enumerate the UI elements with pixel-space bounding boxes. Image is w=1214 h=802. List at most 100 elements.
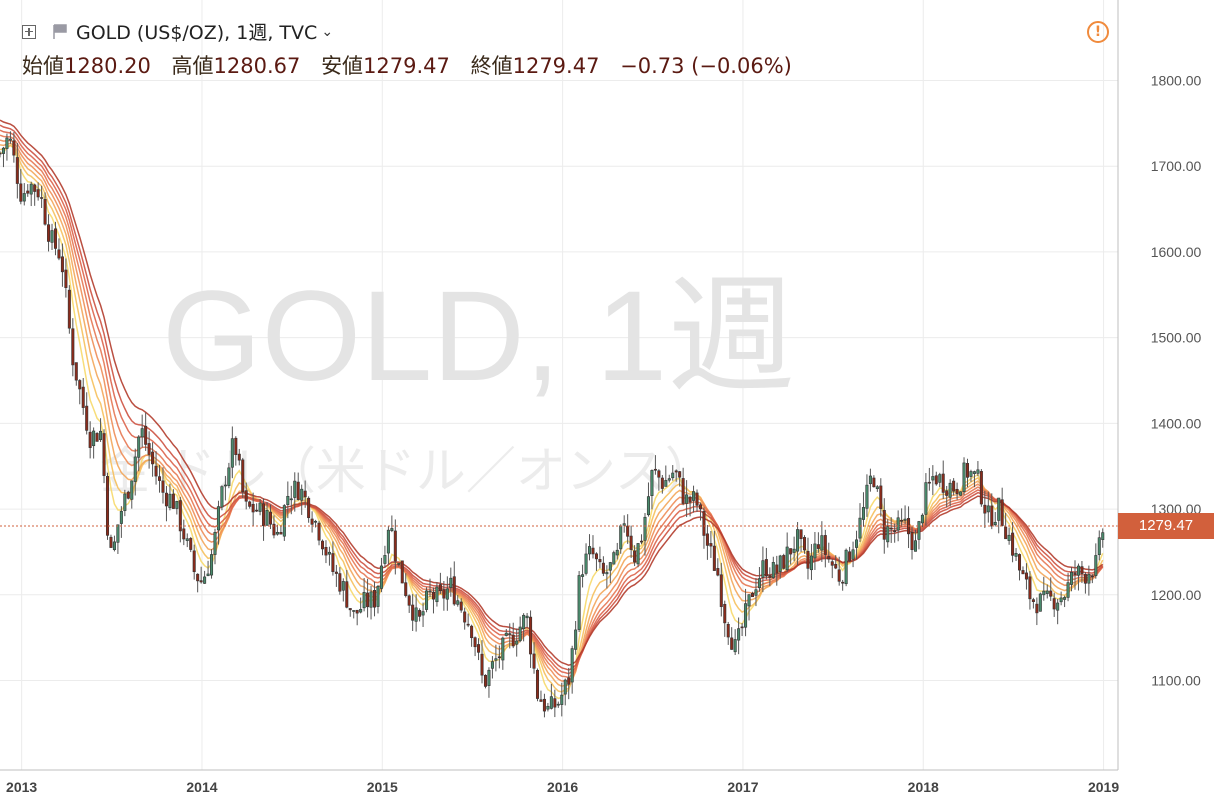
candle-body (698, 504, 702, 510)
candle-body (827, 556, 831, 560)
chevron-down-icon[interactable]: ⌄ (321, 23, 334, 40)
candle-body (497, 656, 501, 659)
candle-body (775, 564, 779, 574)
candle-body (716, 568, 720, 576)
expand-icon[interactable] (22, 24, 36, 39)
candle-body (1042, 590, 1046, 596)
candle-body (1, 147, 5, 154)
candle-body (546, 705, 550, 710)
x-tick-label: 2018 (908, 779, 939, 795)
candle-body (938, 474, 942, 483)
candle-body (210, 554, 214, 576)
candle-body (952, 480, 956, 492)
candle-body (459, 601, 463, 611)
candle-body (473, 637, 477, 648)
candle-body (619, 525, 623, 550)
candle-body (861, 507, 865, 520)
candle-body (386, 529, 390, 554)
moving-average-ribbon (0, 119, 1104, 700)
candle-body (338, 573, 342, 592)
candle-body (248, 501, 252, 507)
candle-body (449, 577, 453, 588)
candle-body (1101, 532, 1105, 540)
candle-body (178, 500, 182, 532)
y-tick-label: 1700.00 (1151, 158, 1202, 174)
candle-body (67, 289, 71, 329)
candle-body (556, 703, 560, 706)
last-price-tag: 1279.47 (1118, 513, 1214, 539)
candle-body (119, 511, 123, 524)
candle-body (314, 520, 318, 523)
candle-body (740, 626, 744, 629)
candle-body (615, 549, 619, 556)
candle-body (567, 677, 571, 685)
candle-body (445, 588, 449, 600)
candle-body (768, 575, 772, 578)
candle-body (95, 433, 99, 442)
candle-body (750, 593, 755, 598)
x-tick-label: 2019 (1088, 779, 1119, 795)
candle-body (327, 551, 331, 555)
candle-body (265, 510, 269, 526)
x-tick-label: 2015 (367, 779, 398, 795)
candle-body (681, 478, 685, 504)
candle-body (206, 573, 210, 577)
candle-body (535, 669, 540, 699)
alert-icon[interactable]: ! (1087, 21, 1109, 43)
candle-body (657, 470, 661, 478)
candle-body (425, 590, 429, 610)
candle-body (175, 501, 179, 509)
high-value: 1280.67 (213, 54, 301, 78)
candle-body (1076, 565, 1080, 576)
candle-body (972, 471, 976, 474)
candle-body (626, 525, 630, 537)
candle-body (525, 615, 529, 619)
chart-grid (0, 0, 1118, 770)
candle-body (1097, 537, 1101, 556)
y-tick-label: 1100.00 (1151, 673, 1201, 689)
chart-watermark: GOLD, 1週 金 ドル（米ドル／オンス） (100, 265, 795, 500)
candle-body (685, 494, 689, 504)
candle-body (851, 549, 855, 560)
candle-body (1004, 526, 1008, 540)
candle-body (976, 469, 980, 474)
candlestick-series (0, 131, 1105, 718)
candle-body (237, 453, 241, 461)
candle-body (470, 625, 474, 639)
candle-body (868, 475, 872, 485)
symbol-title[interactable]: GOLD (US$/OZ), 1週, TVC (76, 22, 318, 44)
candle-body (858, 517, 862, 539)
x-tick-label: 2016 (547, 779, 578, 795)
candle-body (917, 521, 921, 540)
candle-body (924, 482, 928, 515)
candle-body (709, 543, 713, 547)
candle-body (1024, 572, 1028, 580)
candle-body (837, 569, 841, 582)
candle-body (910, 532, 914, 550)
candle-body (36, 189, 40, 198)
candle-body (133, 456, 137, 482)
candle-body (1014, 553, 1018, 557)
candle-body (1087, 573, 1091, 584)
candle-body (761, 560, 765, 578)
candle-body (875, 486, 879, 490)
close-value: 1279.47 (512, 54, 600, 78)
candle-body (816, 544, 820, 549)
candle-body (882, 510, 886, 540)
candle-body (1094, 555, 1098, 576)
candle-body (643, 516, 647, 541)
candle-body (848, 551, 852, 562)
candle-body (778, 555, 782, 572)
candle-body (1038, 593, 1042, 612)
candle-body (348, 608, 352, 611)
candle-body (196, 573, 200, 582)
candle-body (674, 470, 678, 473)
candle-body (216, 506, 220, 531)
candle-body (796, 529, 800, 552)
candle-body (733, 639, 737, 653)
candle-body (376, 586, 380, 607)
watermark-line2: 金 ドル（米ドル／オンス） (100, 442, 715, 500)
flag-icon[interactable] (52, 23, 68, 40)
candle-body (1080, 566, 1084, 574)
